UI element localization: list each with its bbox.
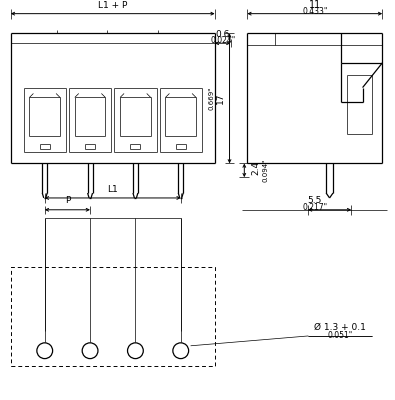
Text: 0.051": 0.051" [327,332,353,340]
Text: Ø 1.3 + 0.1: Ø 1.3 + 0.1 [314,322,366,332]
Text: 0.094": 0.094" [262,159,268,182]
Text: 2.4: 2.4 [252,161,261,176]
Text: P: P [65,196,70,206]
Text: L1: L1 [107,184,118,194]
Bar [11,267,215,366]
Text: L1 + P: L1 + P [98,1,128,10]
Text: 0.669": 0.669" [209,87,215,110]
Text: 0.024": 0.024" [210,36,235,45]
Text: 0.6: 0.6 [215,30,230,39]
Text: 17: 17 [216,93,225,104]
Text: 11: 11 [308,0,321,10]
Text: 0.217": 0.217" [302,203,327,212]
Text: 0.433": 0.433" [302,7,327,16]
Text: 5.5: 5.5 [308,196,322,206]
